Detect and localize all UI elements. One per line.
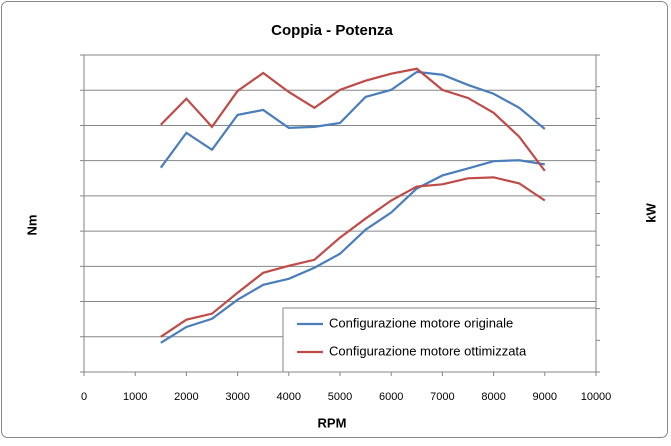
x-tick-label: 7000 (430, 391, 454, 403)
legend-label: Configurazione motore originale (329, 315, 513, 330)
x-tick-label: 8000 (481, 391, 505, 403)
x-tick-label: 4000 (277, 391, 301, 403)
x-tick-label: 2000 (174, 391, 198, 403)
x-axis-label: RPM (318, 415, 347, 430)
legend-label: Configurazione motore ottimizzata (329, 343, 527, 358)
y2-axis-label: kW (643, 203, 658, 223)
x-tick-label: 10000 (581, 391, 612, 403)
line-series (159, 70, 546, 169)
x-tick-label: 1000 (123, 391, 147, 403)
x-tick-label: 0 (81, 391, 87, 403)
line-series (160, 159, 545, 344)
chart-title: Coppia - Potenza (271, 22, 393, 39)
x-tick-label: 9000 (533, 391, 557, 403)
y-axis-label: Nm (24, 215, 39, 236)
x-tick-label: 5000 (328, 391, 352, 403)
x-tick-label: 6000 (379, 391, 403, 403)
line-series (160, 67, 546, 172)
x-tick-label: 3000 (225, 391, 249, 403)
line-series (160, 176, 546, 338)
legend-box (282, 307, 597, 373)
